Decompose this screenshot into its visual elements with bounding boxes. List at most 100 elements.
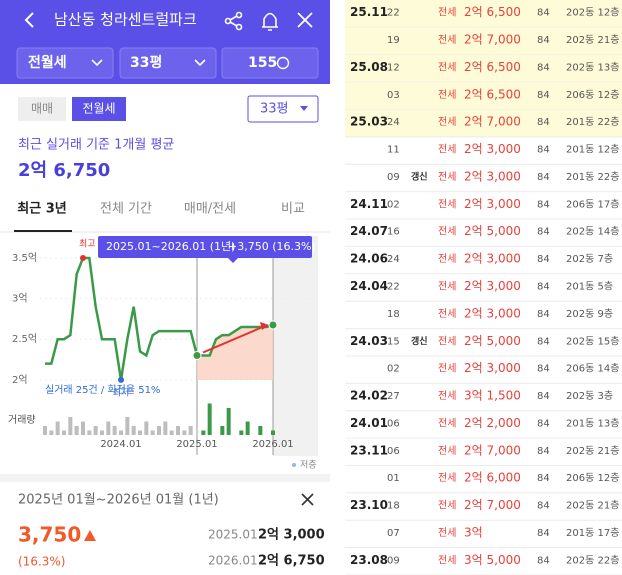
table-cell: 전세 — [438, 390, 456, 402]
table-cell: 전세 — [438, 308, 456, 320]
table-cell: 24.02 — [350, 389, 388, 403]
table-cell: 전세 — [438, 363, 456, 375]
volume-bar — [49, 430, 54, 435]
table-cell: 24.11 — [350, 197, 388, 211]
table-cell: 09 — [387, 172, 400, 183]
trade-tab: 매매 — [31, 102, 53, 116]
table-cell: 2억 3,000 — [464, 197, 521, 211]
table-cell: 전세 — [438, 144, 456, 156]
max-point — [80, 254, 86, 261]
table-cell: 전세 — [438, 527, 456, 539]
compare-price: 2억 6,750 — [258, 554, 325, 569]
future-area — [273, 236, 318, 456]
filter-box[interactable] — [16, 47, 114, 79]
table-cell: 전세 — [438, 7, 456, 19]
table-cell: 22 — [387, 8, 400, 19]
table-cell: 206동 14층 — [566, 363, 619, 375]
bell-icon[interactable] — [262, 12, 278, 31]
volume-bar — [201, 430, 206, 435]
table-cell: 전세 — [438, 335, 456, 347]
table-cell: 84 — [537, 391, 550, 402]
compare-date: 2025.01 — [208, 528, 258, 542]
table-cell: 01 — [387, 473, 400, 484]
volume-bar — [188, 426, 193, 435]
volume-bar — [62, 430, 66, 435]
volume-bar — [55, 421, 60, 435]
period-tab[interactable]: 매매/전세 — [184, 202, 236, 217]
table-cell: 84 — [537, 8, 550, 19]
table-cell: 전세 — [438, 417, 456, 429]
table-cell: 202동 15층 — [566, 335, 619, 347]
filter-box[interactable] — [119, 47, 217, 79]
table-cell: 84 — [537, 35, 550, 46]
chevron — [91, 59, 206, 67]
table-cell: 전세 — [438, 281, 456, 293]
x-tick-label: 2024.01 — [100, 439, 141, 450]
table-cell: 202동 12층 — [566, 7, 619, 19]
table-cell: 25.11 — [350, 5, 388, 19]
table-cell: 06 — [387, 418, 400, 429]
share-icon[interactable] — [224, 11, 243, 31]
table-cell: 201동 5층 — [566, 281, 613, 293]
table-cell: 24.06 — [350, 252, 388, 266]
table-cell: 84 — [537, 418, 550, 429]
tooltip-change: +3,750 (16.3%) — [228, 240, 316, 253]
table-cell: 202동 14층 — [566, 226, 619, 238]
period-tab[interactable]: 최근 3년 — [17, 202, 66, 217]
table-cell: 2억 5,000 — [464, 224, 521, 238]
volume-bar — [138, 430, 142, 435]
table-cell: 84 — [537, 227, 550, 238]
tooltip-range: 2025.01~2026.01 (1년) — [106, 240, 235, 253]
size-select-label: 33평 — [260, 102, 289, 117]
volume-bar — [74, 426, 79, 435]
table-cell: 11 — [387, 145, 400, 156]
section-divider — [0, 474, 330, 482]
point — [192, 350, 202, 360]
table-cell: 84 — [537, 282, 550, 293]
table-cell: 84 — [537, 309, 550, 320]
tab-bg[interactable] — [18, 97, 66, 121]
compare-change: 3,750 — [18, 523, 81, 547]
table-cell: 2억 3,000 — [464, 142, 521, 156]
volume-bar — [43, 426, 47, 435]
table-cell: 201동 22층 — [566, 171, 619, 183]
volume-bar — [258, 426, 263, 435]
table-cell: 202동 13층 — [566, 61, 619, 73]
change-arrow — [202, 325, 266, 354]
trade-tab: 전월세 — [82, 102, 115, 116]
table-cell: 84 — [537, 254, 550, 265]
period-tab[interactable]: 비교 — [281, 202, 305, 217]
table-cell: 전세 — [438, 445, 456, 457]
y-tick-label: 2.5억 — [12, 333, 37, 345]
table-cell: 84 — [537, 172, 550, 183]
volume-bar — [169, 430, 174, 435]
point — [268, 320, 278, 330]
table-cell: 24.03 — [350, 334, 388, 348]
table-cell: 3억 1,500 — [464, 389, 521, 403]
compare-close[interactable] — [301, 493, 314, 506]
table-cell: 18 — [387, 309, 400, 320]
tooltip-bg — [98, 236, 312, 258]
table-cell: 202동 7층 — [566, 253, 613, 265]
table-cell: 84 — [537, 145, 550, 156]
compare-date: 2026.01 — [208, 554, 258, 568]
table-cell: 202동 9층 — [566, 308, 613, 320]
table-cell: 2억 6,000 — [464, 471, 521, 485]
table-cell: 02 — [387, 364, 400, 375]
tab-bg-active[interactable] — [72, 97, 126, 121]
filter-box[interactable] — [221, 47, 319, 79]
period-tab[interactable]: 전체 기간 — [100, 202, 152, 217]
volume-bar — [157, 426, 161, 435]
table-cell: 24.04 — [350, 279, 388, 293]
back-button[interactable] — [24, 12, 34, 28]
average-value: 2억 6,750 — [18, 160, 110, 181]
close-button[interactable] — [297, 12, 313, 28]
size-select[interactable] — [247, 95, 319, 123]
table-cell: 84 — [537, 117, 550, 128]
up-arrow — [84, 530, 96, 541]
volume-bar — [125, 417, 130, 435]
table-cell: 전세 — [438, 61, 456, 73]
table-cell: 2억 7,000 — [464, 33, 521, 47]
